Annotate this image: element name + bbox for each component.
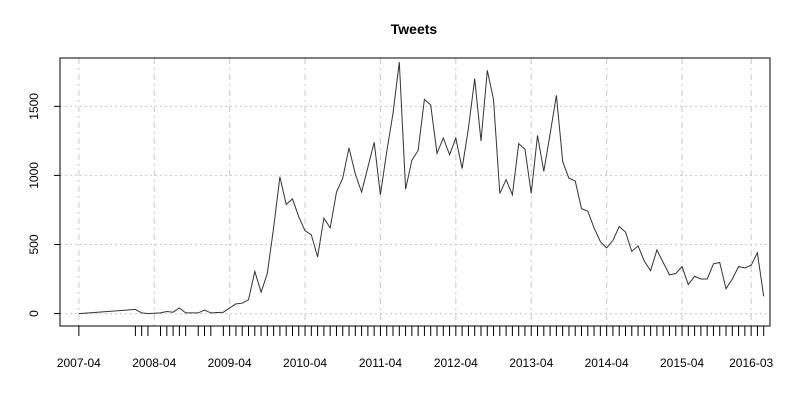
y-tick-label: 0: [27, 310, 41, 317]
plot-frame: [59, 57, 771, 327]
grid: [60, 58, 770, 326]
x-tick-label: 2016-03: [729, 356, 773, 370]
x-tick-label: 2010-04: [283, 356, 327, 370]
y-tick-label: 1000: [27, 162, 41, 189]
x-tick-label: 2015-04: [660, 356, 704, 370]
x-tick-label: 2009-04: [208, 356, 252, 370]
x-tick-label: 2013-04: [509, 356, 553, 370]
x-tick-label: 2012-04: [434, 356, 478, 370]
x-tick-label: 2007-04: [57, 356, 101, 370]
axes: 0 500 1000 1500 2007-04 2008-04 2009-04 2010-04…: [27, 57, 773, 370]
x-tick-label: 2008-04: [132, 356, 176, 370]
x-tick-label: 2014-04: [585, 356, 629, 370]
series-layer: [78, 62, 765, 315]
y-tick-label: 500: [27, 234, 41, 254]
x-tick-label: 2011-04: [359, 356, 402, 370]
chart-title: Tweets: [391, 21, 438, 37]
y-tick-label: 1500: [27, 93, 41, 120]
tweets-series-line: [78, 62, 765, 315]
